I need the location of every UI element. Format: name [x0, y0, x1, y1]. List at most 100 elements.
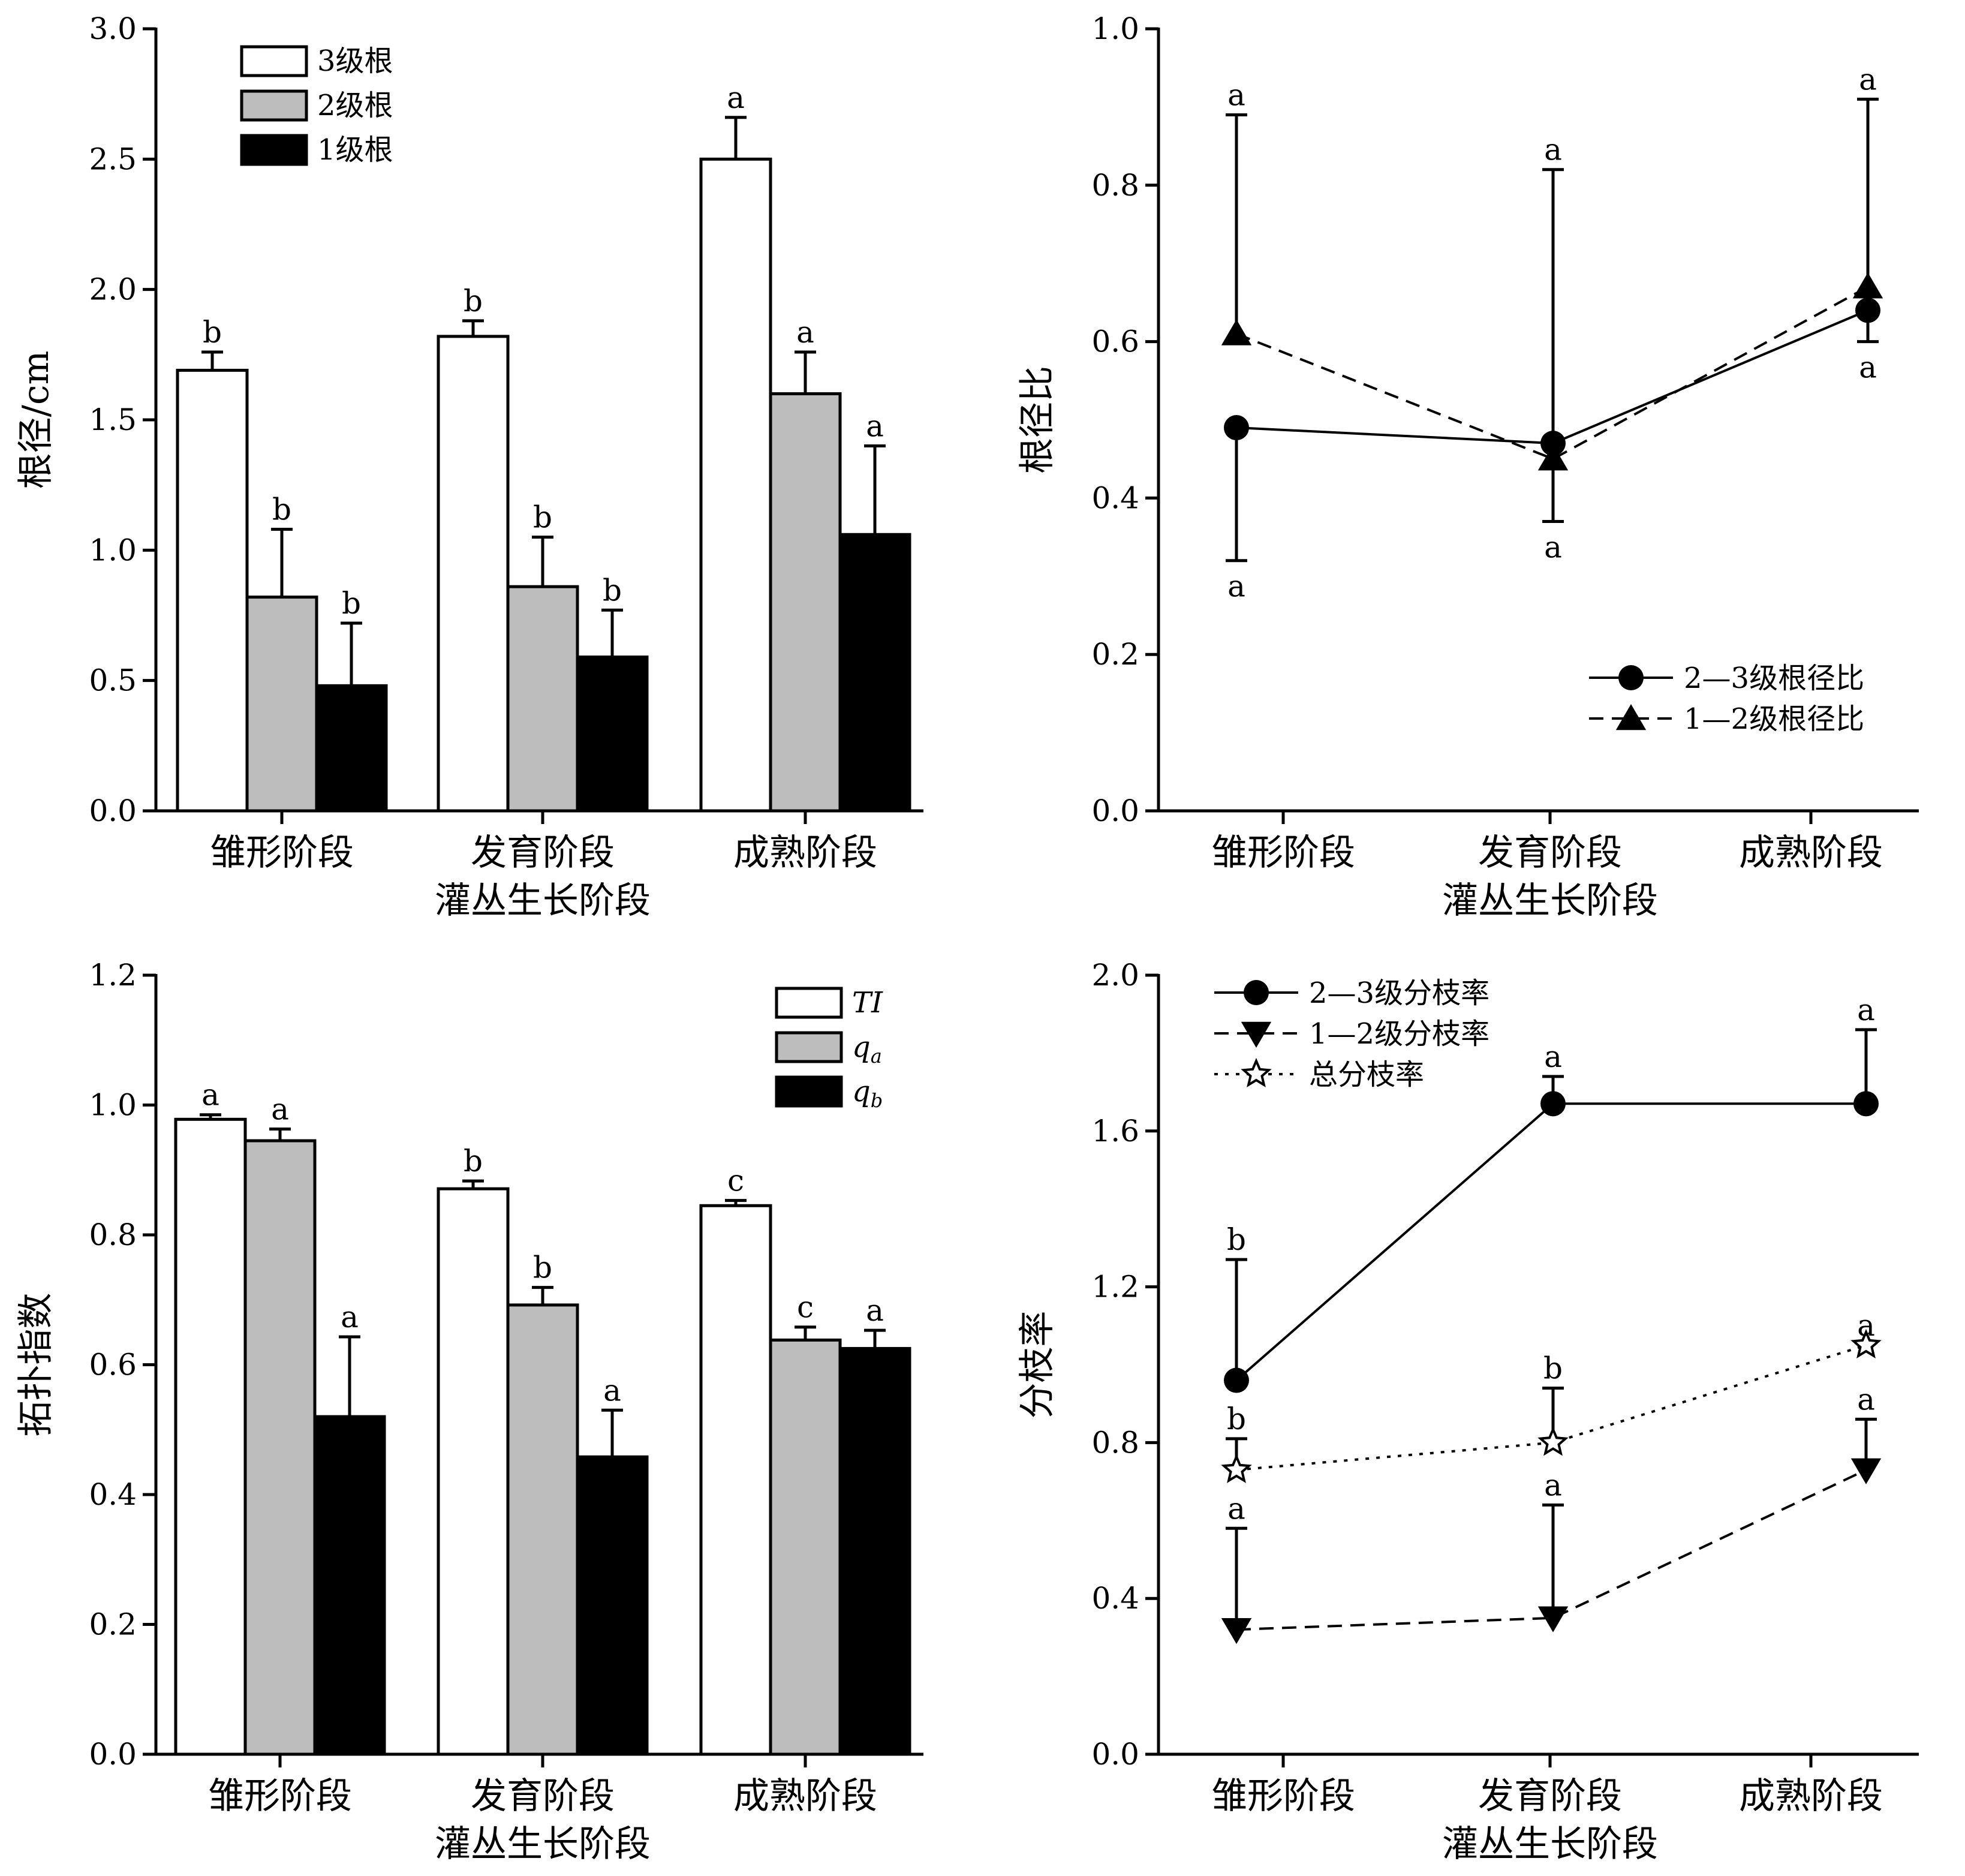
significance-label: a: [341, 1300, 359, 1334]
bar: [437, 335, 510, 813]
significance-label: a: [1857, 1308, 1875, 1343]
data-point: [1537, 444, 1569, 471]
y-axis-title: 根径比: [1016, 366, 1058, 474]
data-point: [1853, 1091, 1879, 1117]
legend-label: 3级根: [317, 44, 393, 78]
y-axis-title: 分枝率: [1016, 1311, 1058, 1419]
bar: [699, 1204, 772, 1756]
significance-label: b: [1227, 1222, 1246, 1257]
data-point: [1224, 1367, 1249, 1393]
y-tick-label: 0.0: [89, 793, 137, 828]
y-tick-label: 2.0: [1091, 958, 1139, 993]
bar: [243, 1139, 317, 1756]
legend-swatch: [240, 134, 308, 166]
x-axis-title: 灌丛生长阶段: [435, 880, 651, 922]
significance-label: a: [1544, 1468, 1562, 1502]
series-line: [1235, 1102, 1866, 1382]
y-tick-label: 0.0: [1091, 793, 1139, 828]
legend-swatch: [775, 987, 843, 1019]
significance-label: a: [603, 1373, 621, 1408]
bar: [769, 1338, 842, 1756]
data-point: [1224, 415, 1249, 441]
legend-label: qb: [852, 1075, 883, 1112]
series-line: [1236, 285, 1868, 461]
y-tick-label: 2.5: [89, 142, 137, 176]
y-tick-label: 1.0: [89, 1088, 137, 1123]
x-tick-label: 发育阶段: [471, 1775, 615, 1817]
y-tick-label: 3.0: [89, 11, 137, 46]
legend-swatch: [775, 1031, 843, 1063]
legend-label: 1—2级分枝率: [1309, 1017, 1489, 1051]
significance-label: a: [866, 1293, 884, 1328]
significance-label: a: [1859, 62, 1877, 97]
bar: [838, 533, 911, 813]
legend-label: 2级根: [317, 89, 393, 122]
legend-label: 总分枝率: [1309, 1058, 1424, 1092]
x-tick-label: 发育阶段: [1478, 1775, 1622, 1817]
bar: [176, 368, 249, 813]
significance-label: a: [271, 1092, 289, 1127]
y-tick-label: 0.8: [1091, 168, 1139, 203]
bar: [699, 157, 772, 813]
bar: [313, 1415, 386, 1756]
y-tick-label: 1.2: [89, 958, 137, 993]
significance-label: a: [201, 1078, 219, 1113]
data-point: [1855, 297, 1880, 323]
y-tick-label: 0.2: [89, 1607, 137, 1642]
x-axis-title: 灌丛生长阶段: [1442, 1823, 1658, 1865]
significance-label: a: [1227, 1491, 1245, 1526]
significance-label: b: [272, 492, 291, 527]
significance-label: a: [1227, 569, 1245, 604]
data-point: [1850, 1328, 1882, 1358]
significance-label: b: [464, 1144, 483, 1178]
x-tick-label: 雏形阶段: [1211, 832, 1355, 874]
data-point: [1221, 319, 1252, 345]
significance-label: a: [866, 408, 884, 443]
x-axis-title: 灌丛生长阶段: [1442, 880, 1658, 922]
data-point: [1221, 1618, 1252, 1644]
x-tick-label: 发育阶段: [1478, 832, 1622, 874]
legend-label: 1—2级根径比: [1684, 702, 1864, 736]
y-tick-label: 0.0: [1091, 1737, 1139, 1772]
significance-label: b: [464, 284, 483, 318]
bar: [174, 1117, 247, 1756]
legend-marker: [1241, 1021, 1272, 1048]
significance-label: a: [727, 80, 745, 115]
y-tick-label: 1.0: [1091, 11, 1139, 46]
significance-label: a: [1544, 1039, 1562, 1074]
x-tick-label: 成熟阶段: [733, 1775, 877, 1817]
significance-label: c: [727, 1164, 744, 1198]
data-point: [1221, 1453, 1252, 1483]
bar: [245, 596, 318, 813]
bar: [437, 1187, 510, 1756]
y-tick-label: 1.5: [89, 402, 137, 437]
y-tick-label: 0.0: [89, 1737, 137, 1772]
y-tick-label: 0.6: [89, 1348, 137, 1382]
significance-label: a: [1544, 133, 1562, 167]
x-tick-label: 发育阶段: [471, 832, 615, 874]
bar: [576, 1455, 649, 1756]
significance-label: a: [1857, 1382, 1875, 1417]
legend-label: TI: [852, 986, 883, 1020]
bar: [769, 392, 842, 813]
y-axis-title: 拓扑指数: [15, 1293, 57, 1437]
significance-label: a: [796, 315, 814, 350]
data-point: [1537, 1426, 1569, 1456]
legend-label: 2—3级分枝率: [1309, 976, 1489, 1010]
y-tick-label: 0.5: [89, 663, 137, 698]
y-tick-label: 1.6: [1091, 1114, 1139, 1149]
data-point: [1537, 1606, 1569, 1633]
legend-marker: [1618, 665, 1644, 690]
y-tick-label: 2.0: [89, 272, 137, 307]
significance-label: a: [1544, 530, 1562, 565]
x-tick-label: 成熟阶段: [1739, 1775, 1883, 1817]
y-tick-label: 0.4: [1091, 1581, 1139, 1616]
significance-label: b: [1543, 1351, 1563, 1385]
legend-swatch: [775, 1075, 843, 1108]
bar: [506, 585, 579, 813]
legend-marker: [1241, 1057, 1272, 1087]
bar: [838, 1346, 911, 1756]
